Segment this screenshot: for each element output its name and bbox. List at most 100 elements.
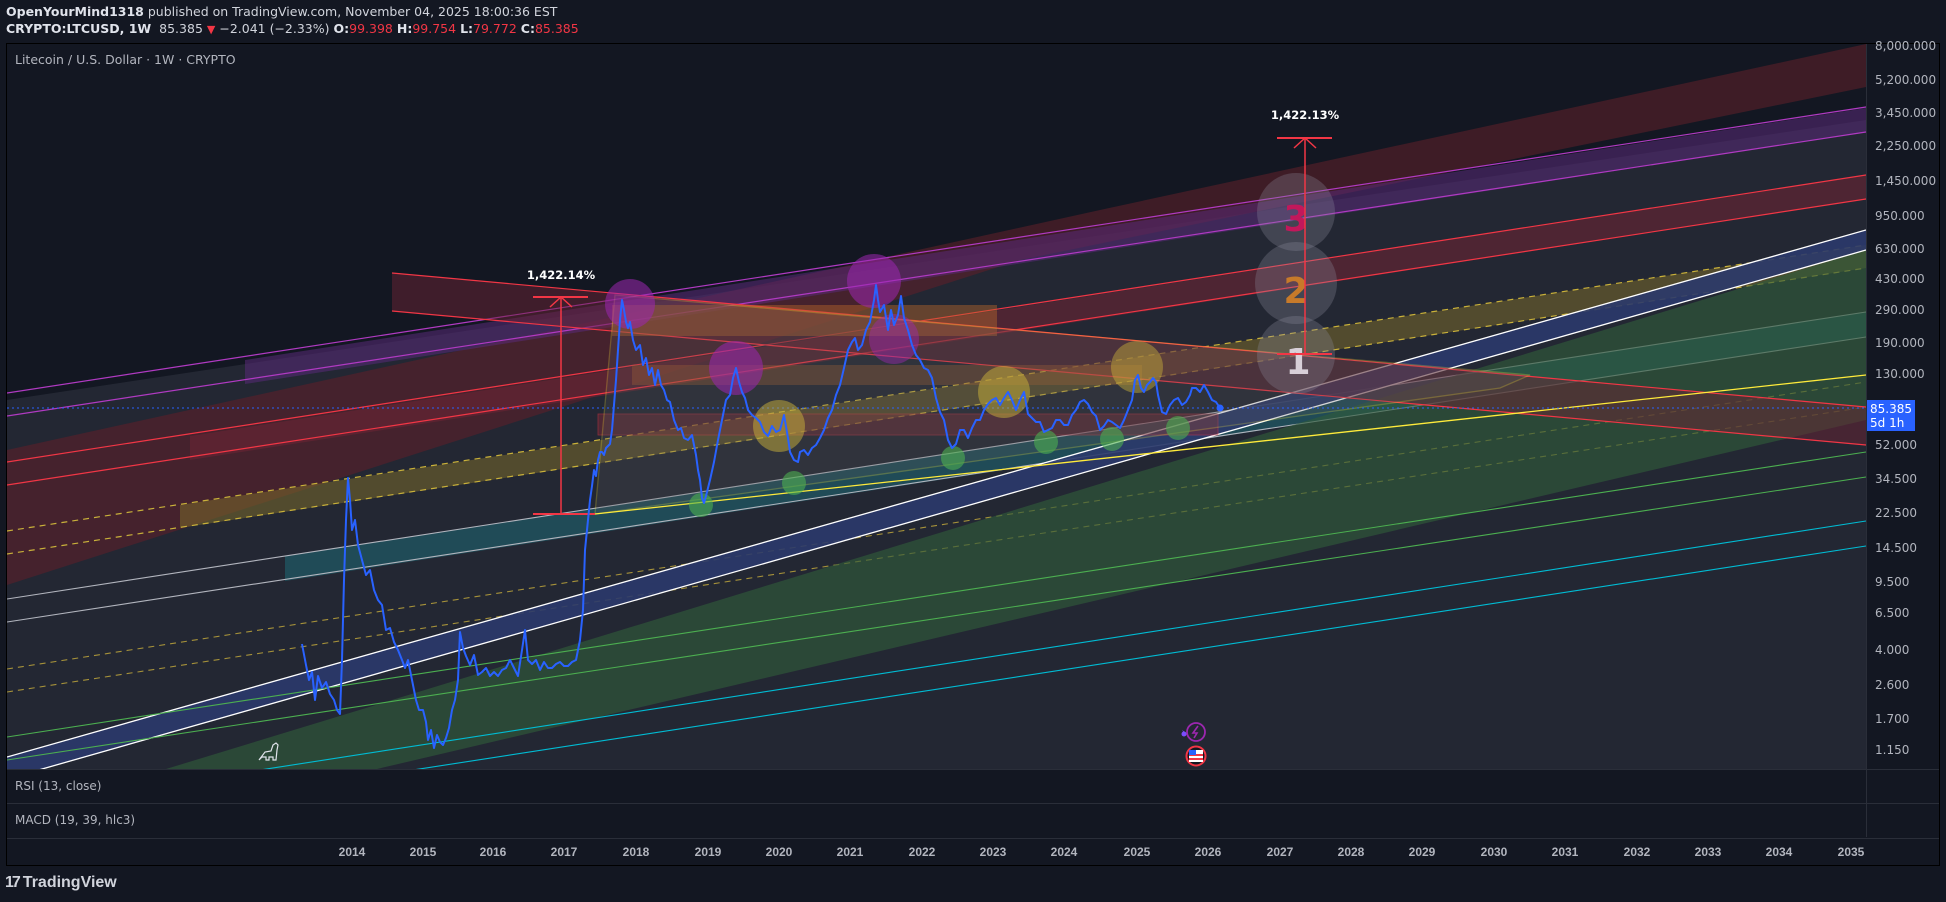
wave-2-circle	[1255, 242, 1337, 324]
mid-highlight	[1111, 341, 1163, 393]
ohlc-bar: CRYPTO:LTCUSD, 1W 85.385 ▼ −2.041 (−2.33…	[6, 20, 579, 39]
price-tick: 2.600	[1875, 678, 1910, 692]
time-tick: 2015	[409, 845, 437, 859]
low-highlight	[1100, 427, 1124, 451]
open-label: O:	[333, 21, 350, 36]
time-tick: 2024	[1050, 845, 1078, 859]
price-tick: 5,200.000	[1875, 73, 1937, 87]
yellow-wedge	[594, 294, 1531, 515]
purple-channel-bottom	[7, 131, 1866, 417]
wave-3-circle	[1257, 173, 1335, 251]
time-tick: 2018	[622, 845, 650, 859]
wave-label-1: 1	[1285, 342, 1310, 383]
time-tick: 2022	[908, 845, 936, 859]
red-descending-bottom	[391, 310, 1866, 446]
time-tick: 2023	[979, 845, 1007, 859]
time-tick: 2019	[694, 845, 722, 859]
range-label-2017: 1,422.14%	[527, 268, 596, 282]
macd-axis	[1866, 803, 1939, 837]
top-highlight	[847, 254, 901, 308]
price-tick: 3,450.000	[1875, 106, 1937, 120]
mid-highlight	[753, 400, 805, 452]
close-label: C:	[520, 21, 535, 36]
high-label: H:	[396, 21, 413, 36]
yellow-wedge-support	[594, 374, 1866, 515]
macd-label[interactable]: MACD (19, 39, hlc3)	[15, 813, 136, 827]
price-tick: 6.500	[1875, 606, 1910, 620]
purple-channel-top	[7, 106, 1866, 394]
price-axis[interactable]: 8,000.000 5,200.000 3,450.000 2,250.000 …	[1866, 39, 1939, 769]
time-tick: 2028	[1337, 845, 1365, 859]
price-tick: 8,000.000	[1875, 39, 1937, 53]
news-lightning-icon[interactable]	[1181, 722, 1206, 742]
low-label: L:	[460, 21, 474, 36]
author-name[interactable]: OpenYourMind1318	[6, 4, 144, 19]
main-chart-pane[interactable]: 3 2 1 1,422.14% 1,422.13%	[7, 44, 1866, 769]
last-price-tag: 85.385 5d 1h	[1867, 400, 1915, 431]
price-tick: 2,250.000	[1875, 139, 1937, 153]
time-tick: 2027	[1266, 845, 1294, 859]
time-tick: 2030	[1480, 845, 1508, 859]
red-zone-box	[597, 413, 1219, 436]
change-value: −2.041 (−2.33%)	[219, 21, 330, 36]
time-tick: 2020	[765, 845, 793, 859]
red-projection-fill	[7, 44, 1866, 585]
price-line	[301, 284, 1221, 749]
close-value: 85.385	[534, 21, 579, 36]
last-price-value: 85.385	[1870, 402, 1912, 416]
time-axis[interactable]: 2014 2015 2016 2017 2018 2019 2020 2021 …	[7, 838, 1939, 866]
time-tick: 2021	[836, 845, 864, 859]
bar-countdown: 5d 1h	[1870, 416, 1905, 430]
price-tick: 190.000	[1875, 336, 1925, 350]
time-tick: 2035	[1837, 845, 1865, 859]
red-descending-fill	[392, 273, 1866, 445]
tradingview-mark-icon: 17	[5, 874, 21, 891]
time-tick: 2029	[1408, 845, 1436, 859]
teal-line-2	[415, 545, 1866, 769]
price-range-projection[interactable]: 1,422.13%	[1271, 108, 1340, 355]
macd-pane[interactable]: MACD (19, 39, hlc3)	[7, 803, 1866, 837]
range-label-projection: 1,422.13%	[1271, 108, 1340, 122]
price-tick: 1,450.000	[1875, 174, 1937, 188]
last-price-dot	[1216, 404, 1224, 412]
price-range-2017[interactable]: 1,422.14%	[527, 268, 596, 515]
price-tick: 630.000	[1875, 242, 1925, 256]
price-tick: 52.000	[1875, 438, 1917, 452]
red-channel-fill	[190, 175, 1866, 460]
grey-channel-fill	[7, 120, 1866, 769]
chart-legend-title[interactable]: Litecoin / U.S. Dollar · 1W · CRYPTO	[15, 52, 236, 67]
time-tick: 2014	[338, 845, 366, 859]
teal-line-1	[262, 520, 1866, 769]
us-flag-event-icon[interactable]	[1185, 745, 1207, 767]
tradingview-logo[interactable]: 17 TradingView	[5, 874, 117, 892]
red-channel-top	[7, 174, 1866, 463]
top-highlight	[605, 279, 655, 329]
tradingview-wordmark: TradingView	[22, 874, 117, 891]
mid-highlight	[978, 366, 1030, 418]
price-tick: 4.000	[1875, 643, 1910, 657]
price-tick: 22.500	[1875, 506, 1917, 520]
price-tick: 14.500	[1875, 541, 1917, 555]
time-tick: 2026	[1194, 845, 1222, 859]
time-tick: 2031	[1551, 845, 1579, 859]
low-highlight	[782, 471, 806, 495]
publish-header: OpenYourMind1318 published on TradingVie…	[6, 3, 557, 21]
rsi-label[interactable]: RSI (13, close)	[15, 779, 102, 793]
price-tick: 1.150	[1875, 743, 1910, 757]
rsi-pane[interactable]: RSI (13, close)	[7, 769, 1866, 803]
time-tick: 2033	[1694, 845, 1722, 859]
symbol-label: CRYPTO:LTCUSD, 1W	[6, 21, 152, 36]
time-tick: 2025	[1123, 845, 1151, 859]
price-tick: 34.500	[1875, 472, 1917, 486]
low-highlight	[689, 493, 713, 517]
price-tick: 9.500	[1875, 575, 1910, 589]
last-value: 85.385	[159, 21, 203, 36]
low-highlight	[1034, 430, 1058, 454]
yellow-dashed-bottom	[7, 267, 1866, 555]
time-tick: 2034	[1765, 845, 1793, 859]
time-tick: 2032	[1623, 845, 1651, 859]
price-tick: 130.000	[1875, 367, 1925, 381]
low-highlight	[941, 446, 965, 470]
orange-zone-top	[612, 305, 997, 336]
yellow-dashed-top	[7, 244, 1866, 532]
